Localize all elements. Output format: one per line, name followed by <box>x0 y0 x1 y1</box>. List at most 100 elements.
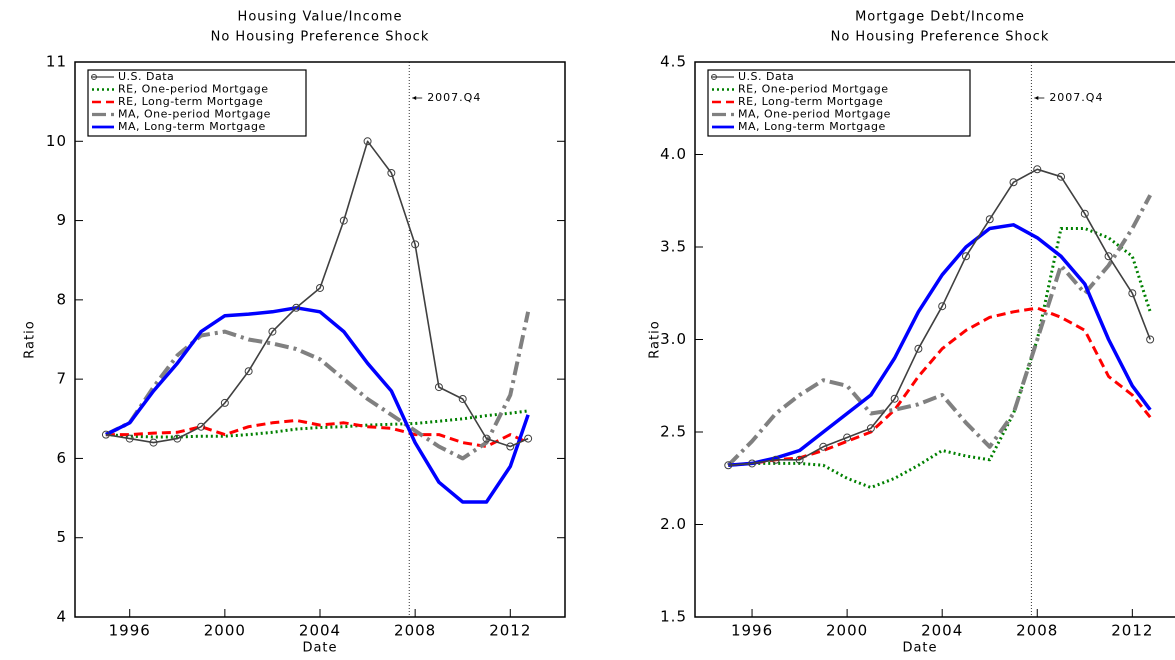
legend-box <box>707 69 971 137</box>
legend-label: RE, One-period Mortgage <box>738 83 889 96</box>
data-point <box>220 398 229 407</box>
chart-subtitle: No Housing Preference Shock <box>831 30 1050 45</box>
panel: Housing Value/Income No Housing Preferenc… <box>23 10 566 656</box>
data-point <box>914 344 923 353</box>
data-point <box>268 327 277 336</box>
x-axis-label: Date <box>902 641 937 656</box>
y-tick-label: 10 <box>46 132 67 150</box>
data-point <box>197 422 206 431</box>
data-point <box>961 252 970 261</box>
legend-label: U.S. Data <box>118 70 174 83</box>
y-tick-label: 1.5 <box>660 608 687 626</box>
legend-label: MA, Long-term Mortgage <box>738 120 886 133</box>
y-tick-label: 3.5 <box>660 238 687 256</box>
data-point <box>292 303 301 312</box>
data-point <box>173 434 182 443</box>
x-tick-label: 2012 <box>489 622 531 640</box>
x-tick-label: 2008 <box>394 622 436 640</box>
annotation: 2007.Q4 <box>1049 91 1103 104</box>
data-point <box>866 424 875 433</box>
data-point <box>748 459 757 468</box>
data-point <box>771 455 780 464</box>
legend-label: MA, Long-term Mortgage <box>118 120 266 133</box>
legend-marker <box>91 74 97 80</box>
x-tick-label: 2012 <box>1111 622 1153 640</box>
x-tick-label: 1996 <box>109 622 151 640</box>
series-line <box>728 223 1152 468</box>
plot-frame <box>694 61 1175 618</box>
legend-label: U.S. Data <box>738 70 794 83</box>
y-tick-label: 4.0 <box>660 145 687 163</box>
y-tick-label: 4 <box>56 608 67 626</box>
plot-frame <box>74 61 566 618</box>
data-point <box>101 430 110 439</box>
series-line <box>728 306 1152 467</box>
x-tick-label: 1996 <box>731 622 773 640</box>
data-point <box>938 302 947 311</box>
y-tick-label: 5 <box>56 528 67 546</box>
x-tick-label: 2000 <box>826 622 868 640</box>
x-axis-label: Date <box>302 641 337 656</box>
x-tick-label: 2004 <box>921 622 963 640</box>
y-tick-label: 11 <box>46 53 67 71</box>
data-point <box>843 433 852 442</box>
data-point <box>890 394 899 403</box>
series-line <box>105 306 530 504</box>
data-point <box>482 434 491 443</box>
data-point <box>411 240 420 249</box>
y-tick-label: 2.5 <box>660 423 687 441</box>
x-tick-label: 2004 <box>299 622 341 640</box>
series-line <box>726 194 1152 467</box>
chart-subtitle: No Housing Preference Shock <box>211 30 430 45</box>
chart-title: Housing Value/Income <box>238 10 403 25</box>
legend-marker <box>711 74 717 80</box>
data-point <box>244 367 253 376</box>
data-point <box>1080 209 1089 218</box>
series-line <box>728 168 1151 467</box>
y-tick-label: 9 <box>56 211 67 229</box>
y-axis-label: Ratio <box>648 320 663 358</box>
y-tick-label: 3.0 <box>660 330 687 348</box>
data-point <box>458 394 467 403</box>
data-point <box>149 438 158 447</box>
data-point <box>524 434 533 443</box>
legend-label: RE, One-period Mortgage <box>118 83 269 96</box>
data-point <box>819 442 828 451</box>
x-tick-label: 2000 <box>204 622 246 640</box>
y-tick-label: 8 <box>56 290 67 308</box>
series-line <box>728 227 1152 489</box>
panel: Mortgage Debt/Income No Housing Preferenc… <box>648 10 1175 656</box>
series-line <box>105 409 529 439</box>
annotation-arrow <box>1034 96 1039 100</box>
annotation-arrow <box>412 96 417 100</box>
legend-label: MA, One-period Mortgage <box>118 108 271 121</box>
data-point <box>506 442 515 451</box>
data-point <box>724 461 733 470</box>
data-point <box>1009 178 1018 187</box>
legend-box <box>87 69 307 137</box>
data-point <box>1057 172 1066 181</box>
data-point <box>434 383 443 392</box>
legend-label: MA, One-period Mortgage <box>738 108 891 121</box>
y-tick-label: 4.5 <box>660 53 687 71</box>
data-point <box>795 455 804 464</box>
data-point <box>1104 252 1113 261</box>
data-point <box>316 283 324 292</box>
y-tick-label: 2.0 <box>660 515 687 533</box>
data-point <box>1033 165 1042 174</box>
legend-label: RE, Long-term Mortgage <box>738 95 883 108</box>
y-tick-label: 7 <box>56 370 67 388</box>
y-axis-label: Ratio <box>23 320 38 358</box>
chart-title: Mortgage Debt/Income <box>855 10 1025 25</box>
data-point <box>387 169 396 177</box>
series-line <box>105 140 529 448</box>
data-point <box>1146 335 1155 344</box>
series-line <box>105 311 531 461</box>
data-point <box>125 434 134 443</box>
data-point <box>1128 289 1137 298</box>
y-tick-label: 6 <box>56 449 67 467</box>
data-point <box>339 216 348 225</box>
